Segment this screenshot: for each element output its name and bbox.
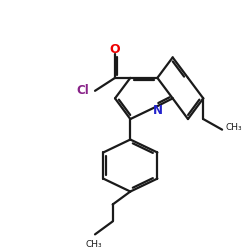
Text: CH₃: CH₃	[86, 240, 102, 249]
Text: N: N	[152, 104, 162, 117]
Text: Cl: Cl	[76, 84, 89, 97]
Text: CH₃: CH₃	[226, 123, 242, 132]
Text: O: O	[110, 43, 120, 56]
